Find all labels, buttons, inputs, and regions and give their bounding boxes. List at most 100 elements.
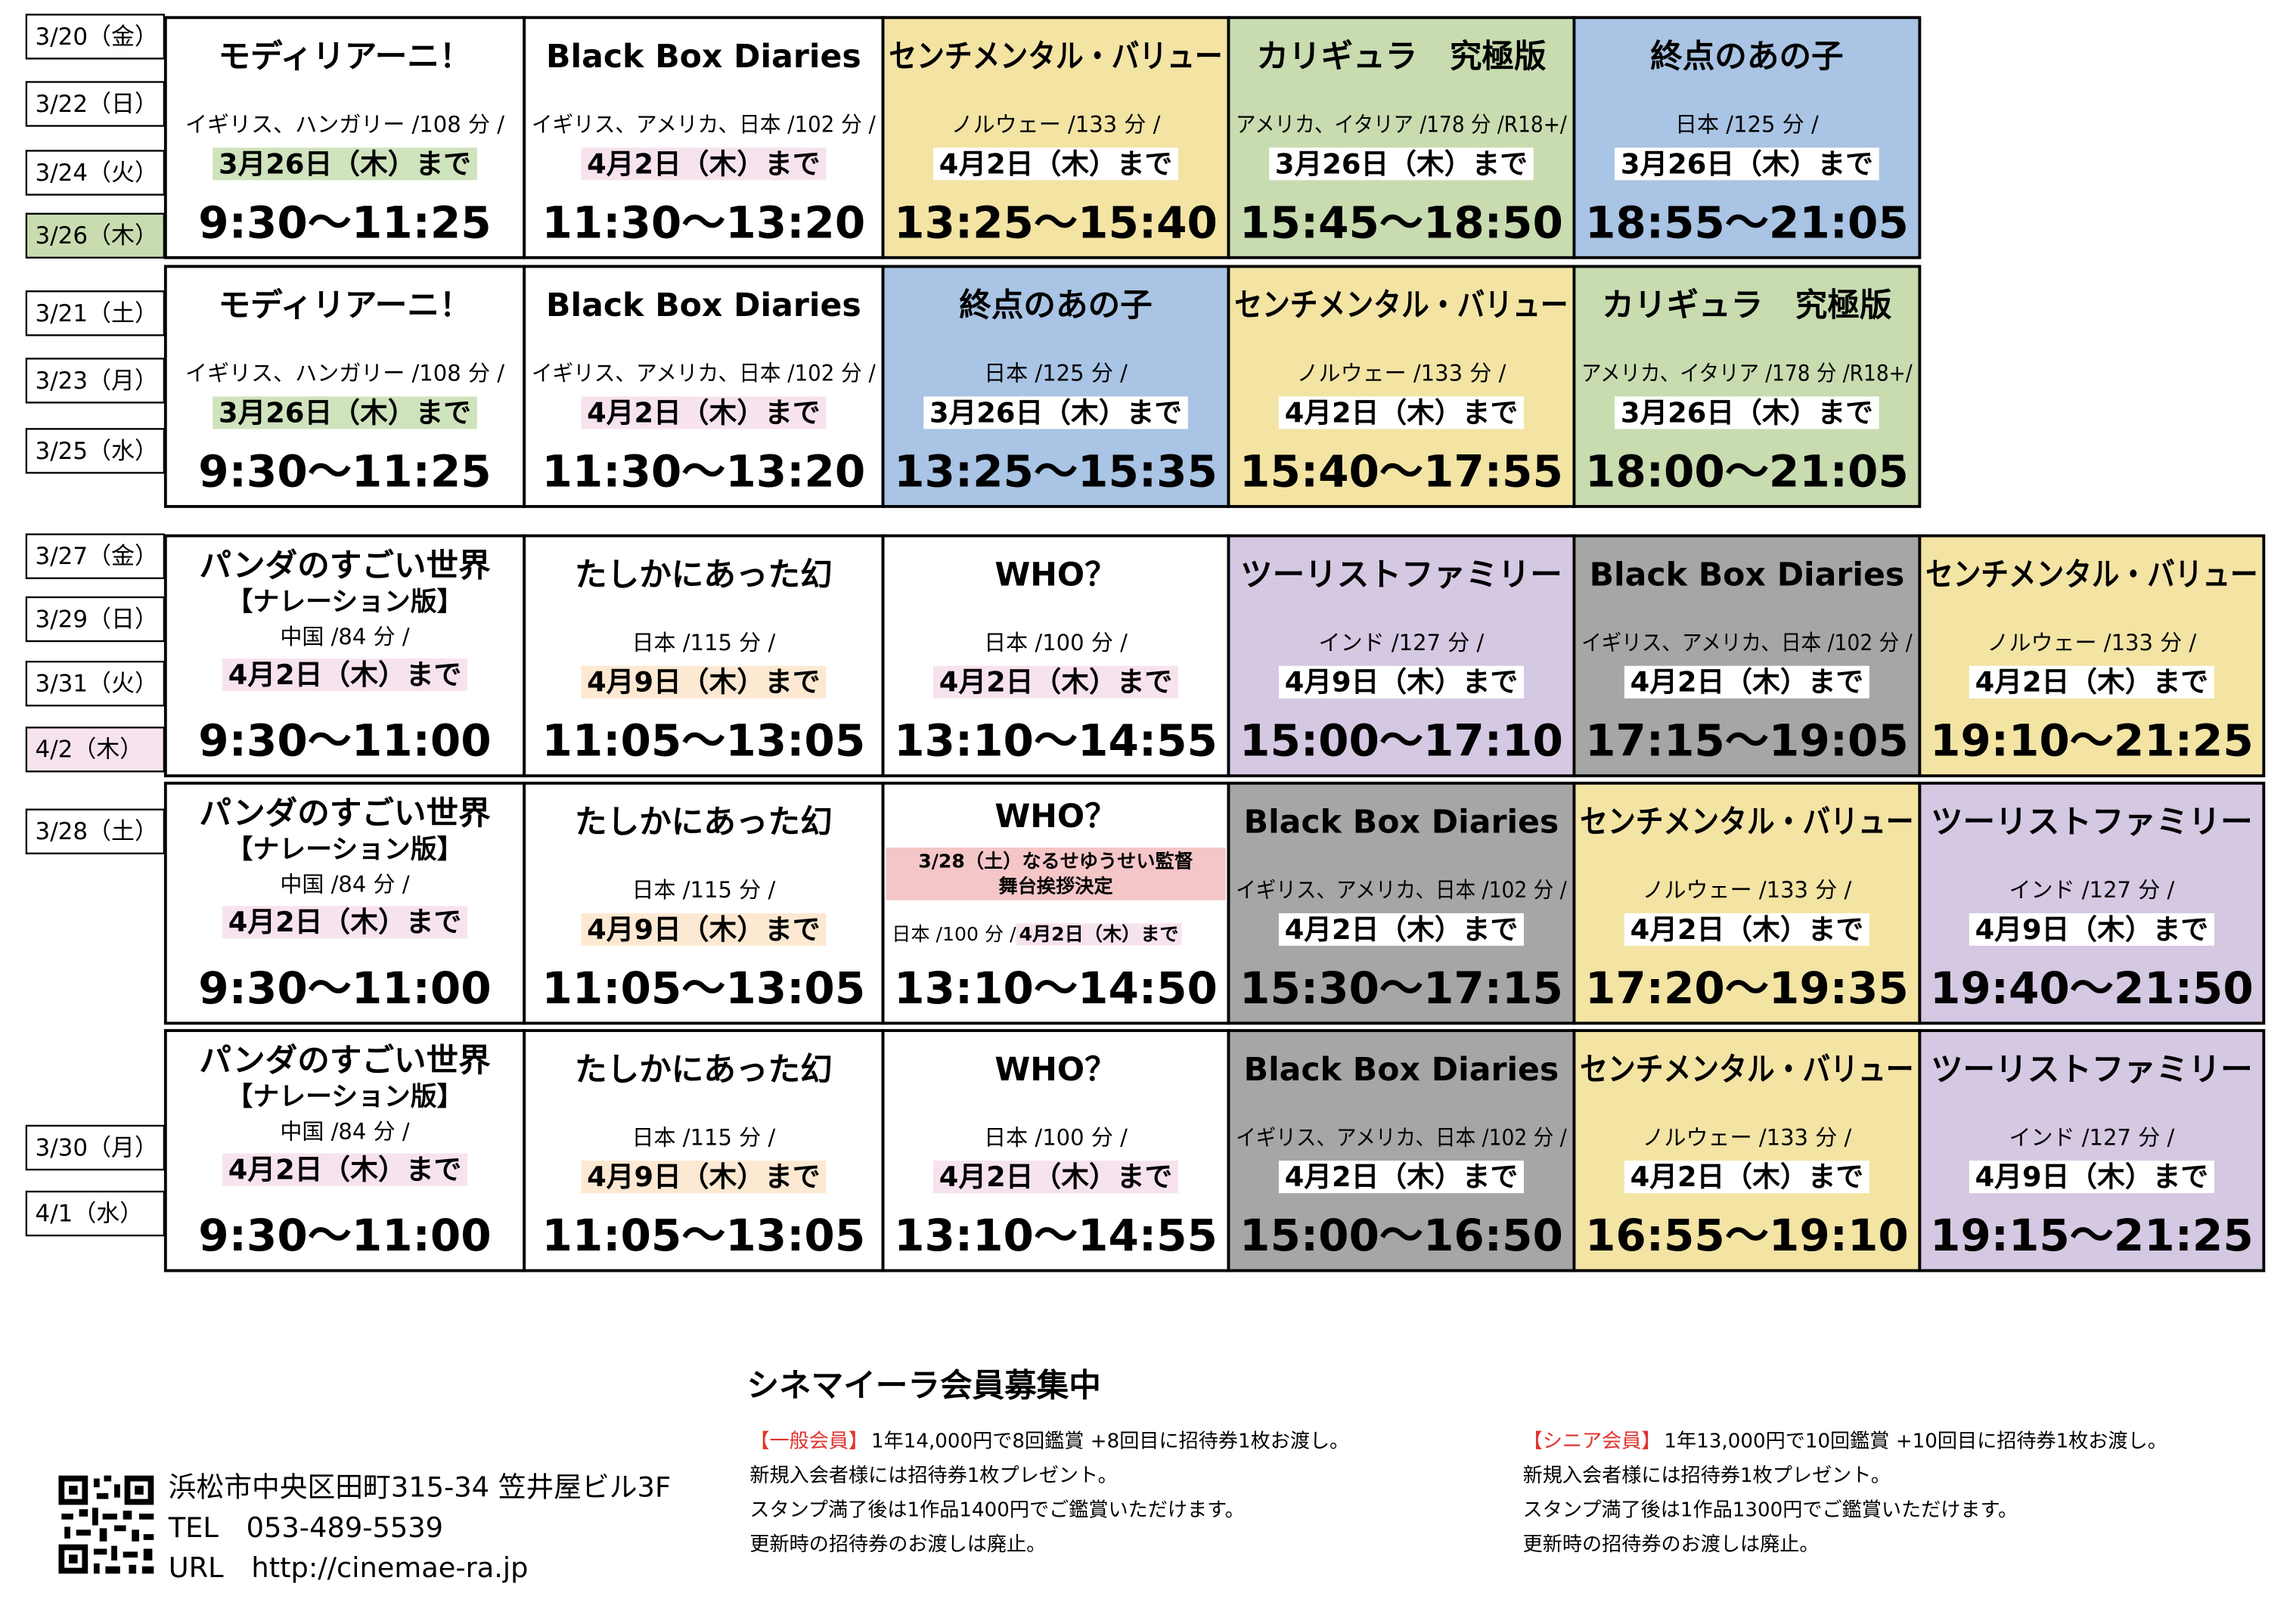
until-highlight <box>222 659 468 692</box>
movie-info: アメリカ、イタリア /178 分 /R18+/ <box>1236 112 1567 138</box>
show-time: 9:30〜11:00 <box>198 1210 491 1261</box>
movie-title: Black Box Diaries <box>1244 1051 1559 1089</box>
until-highlight <box>581 913 827 946</box>
movie-title: パンダのすごい世界 <box>199 1042 491 1080</box>
movie-title: センチメンタル・バリュー <box>1580 1051 1913 1089</box>
date-label: 3/20（金） <box>36 23 158 51</box>
movie-cell: モディリアーニ！ イギリス、ハンガリー /108 分 / 3月26日（木）まで 9:3… <box>163 265 526 508</box>
until-highlight <box>581 1161 827 1194</box>
cell-bg <box>1918 1029 2266 1272</box>
cell-bg <box>1572 1029 1922 1272</box>
until-highlight <box>581 147 827 181</box>
show-time: 13:10〜14:55 <box>894 1210 1218 1261</box>
until-highlight <box>1969 1161 2214 1194</box>
show-time: 13:25〜15:40 <box>894 197 1218 248</box>
date-label: 3/21（土） <box>36 300 158 327</box>
movie-title: パンダのすごい世界 <box>199 795 491 832</box>
movie-info: イギリス、アメリカ、日本 /102 分 / <box>1581 630 1913 655</box>
movie-title: たしかにあった幻 <box>575 804 833 841</box>
movie-title: 終点のあの子 <box>959 287 1152 324</box>
cell-bg <box>1572 16 1922 259</box>
movie-title: カリギュラ 究極版 <box>1602 287 1892 324</box>
show-time: 11:05〜13:05 <box>541 962 865 1014</box>
show-time: 19:40〜21:50 <box>1930 962 2254 1014</box>
movie-info: インド /127 分 / <box>2009 877 2174 903</box>
show-time: 17:20〜19:35 <box>1585 962 1909 1014</box>
show-time: 13:10〜14:55 <box>894 715 1218 767</box>
until-highlight <box>1624 665 1869 699</box>
until-highlight <box>581 396 827 429</box>
show-time: 9:30〜11:25 <box>198 197 491 248</box>
show-time: 15:30〜17:15 <box>1240 962 1563 1014</box>
cell-bg <box>1227 265 1576 508</box>
run-until: 4月2日（木）まで <box>1630 1161 1864 1193</box>
until-highlight <box>222 906 468 939</box>
movie-title: センチメンタル・バリュー <box>889 38 1222 76</box>
until-highlight <box>213 147 477 181</box>
until-highlight <box>1624 1161 1869 1194</box>
date-box <box>25 808 166 854</box>
movie-cell: モディリアーニ！ イギリス、ハンガリー /108 分 / 3月26日（木）まで 9:3… <box>163 16 526 259</box>
movie-title: モディリアーニ！ <box>218 287 471 324</box>
date-box <box>25 1124 166 1171</box>
show-time: 16:55〜19:10 <box>1585 1210 1909 1261</box>
movie-subtitle: 【ナレーション版】 <box>227 587 464 618</box>
date-box <box>25 660 166 707</box>
run-until: 4月2日（木）まで <box>587 147 821 180</box>
show-time: 9:30〜11:00 <box>198 962 491 1014</box>
movie-title: カリギュラ 究極版 <box>1256 38 1547 76</box>
cell-bg <box>523 781 885 1025</box>
member-line: 新規入会者様には招待券1枚プレゼント。 <box>1523 1464 1891 1487</box>
run-until: 4月2日（木）まで <box>228 906 462 938</box>
movie-info: 日本 /115 分 / <box>631 1124 775 1150</box>
until-highlight <box>213 396 477 429</box>
until-highlight <box>1269 147 1534 181</box>
movie-title: WHO？ <box>994 798 1116 835</box>
show-time: 15:00〜16:50 <box>1240 1210 1563 1261</box>
run-until: 4月2日（木）まで <box>1975 666 2209 699</box>
run-until: 4月2日（木）まで <box>1630 913 1864 946</box>
run-until: 4月9日（木）まで <box>1975 1161 2209 1193</box>
movie-title: ツーリストファミリー <box>1931 1051 2253 1089</box>
date-label: 3/22（日） <box>36 91 158 118</box>
run-until: 4月2日（木）まで <box>939 147 1173 180</box>
cell-bg <box>881 265 1230 508</box>
movie-info: インド /127 分 / <box>2009 1124 2174 1150</box>
member-line: 新規入会者様には招待券1枚プレゼント。 <box>749 1464 1117 1487</box>
until-highlight <box>1969 913 2214 946</box>
movie-info: 日本 /115 分 / <box>631 630 775 655</box>
qr-code <box>58 1475 154 1574</box>
cell-bg <box>1572 265 1922 508</box>
movie-info: イギリス、アメリカ、日本 /102 分 / <box>1236 877 1567 903</box>
movie-cell: Black Box Diaries イギリス、アメリカ、日本 /102 分 / 4月… <box>523 16 885 259</box>
member-label: 【一般会員】 <box>749 1430 868 1453</box>
until-highlight <box>581 665 827 699</box>
movie-cell: Black Box Diaries イギリス、アメリカ、日本 /102 分 / 4月… <box>1227 781 1576 1025</box>
movie-title: センチメンタル・バリュー <box>1234 287 1568 324</box>
date-box <box>25 596 166 643</box>
movie-info: ノルウェー /133 分 / <box>1642 1124 1851 1150</box>
member-line: 1年13,000円で10回鑑賞 +10回目に招待券1枚お渡し。 <box>1664 1430 2167 1453</box>
date-label: 3/29（日） <box>36 606 158 633</box>
date-label: 3/25（水） <box>36 438 158 465</box>
member-line: 更新時の招待券のお渡しは廃止。 <box>1523 1533 1820 1556</box>
movie-info: 日本 /125 分 / <box>984 361 1128 386</box>
cell-bg <box>1227 1029 1576 1272</box>
show-time: 11:30〜13:20 <box>541 445 865 497</box>
run-until: 4月2日（木）まで <box>228 659 462 691</box>
member-line: 1年14,000円で8回鑑賞 +8回目に招待券1枚お渡し。 <box>871 1430 1349 1453</box>
movie-info: ノルウェー /133 分 / <box>951 112 1161 138</box>
movie-title: ツーリストファミリー <box>1240 556 1562 594</box>
run-until: 3月26日（木）まで <box>219 396 471 429</box>
movie-info: 日本 /100 分 / <box>892 923 1016 945</box>
movie-cell: Black Box Diaries イギリス、アメリカ、日本 /102 分 / 4月… <box>1572 534 1922 778</box>
until-highlight <box>1278 665 1524 699</box>
movie-title: 終点のあの子 <box>1650 38 1843 76</box>
movie-info: 中国 /84 分 / <box>280 1119 410 1145</box>
